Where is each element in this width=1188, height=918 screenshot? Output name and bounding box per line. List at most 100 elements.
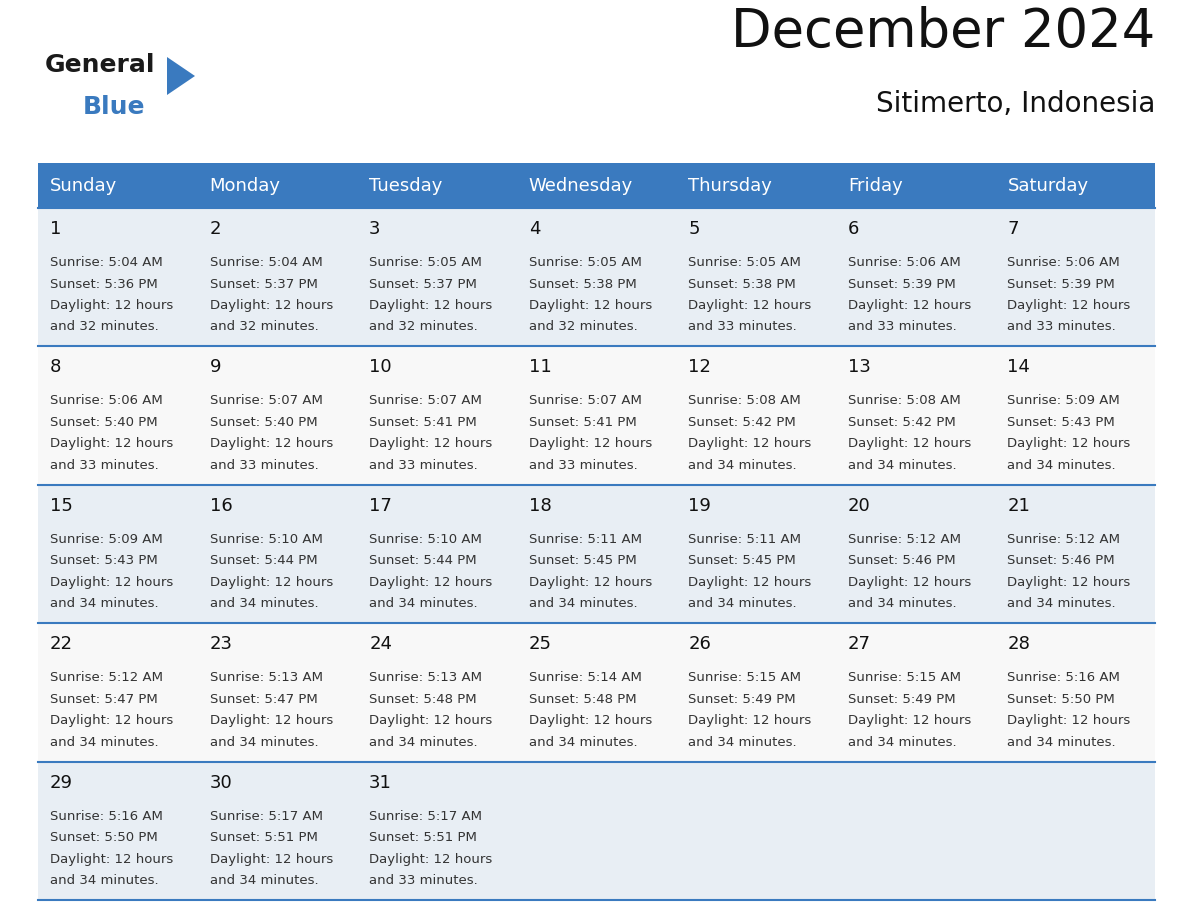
Text: 23: 23 <box>209 635 233 654</box>
Text: 10: 10 <box>369 358 392 376</box>
Text: Sunset: 5:36 PM: Sunset: 5:36 PM <box>50 277 158 290</box>
Text: and 34 minutes.: and 34 minutes. <box>369 598 478 610</box>
Text: Daylight: 12 hours: Daylight: 12 hours <box>209 714 333 727</box>
Text: 16: 16 <box>209 497 233 515</box>
Text: 27: 27 <box>848 635 871 654</box>
Text: Daylight: 12 hours: Daylight: 12 hours <box>50 299 173 312</box>
Text: 26: 26 <box>688 635 712 654</box>
Text: Sunrise: 5:14 AM: Sunrise: 5:14 AM <box>529 671 642 684</box>
Text: and 34 minutes.: and 34 minutes. <box>50 598 159 610</box>
Text: Sunset: 5:41 PM: Sunset: 5:41 PM <box>529 416 637 429</box>
Text: Sunrise: 5:06 AM: Sunrise: 5:06 AM <box>50 395 163 408</box>
Text: Sunset: 5:43 PM: Sunset: 5:43 PM <box>1007 416 1116 429</box>
Polygon shape <box>168 57 195 95</box>
Text: 5: 5 <box>688 220 700 238</box>
Text: 28: 28 <box>1007 635 1030 654</box>
Text: 22: 22 <box>50 635 72 654</box>
Text: 20: 20 <box>848 497 871 515</box>
Text: Daylight: 12 hours: Daylight: 12 hours <box>688 437 811 451</box>
Text: Sunrise: 5:09 AM: Sunrise: 5:09 AM <box>50 532 163 546</box>
Text: and 34 minutes.: and 34 minutes. <box>1007 735 1116 749</box>
Text: Daylight: 12 hours: Daylight: 12 hours <box>50 576 173 588</box>
Text: 13: 13 <box>848 358 871 376</box>
Text: Sunrise: 5:06 AM: Sunrise: 5:06 AM <box>848 256 961 269</box>
Text: December 2024: December 2024 <box>731 6 1155 58</box>
Text: Blue: Blue <box>83 95 145 119</box>
Text: Monday: Monday <box>209 176 280 195</box>
Text: Sunset: 5:50 PM: Sunset: 5:50 PM <box>1007 693 1116 706</box>
Text: 1: 1 <box>50 220 62 238</box>
Text: and 33 minutes.: and 33 minutes. <box>529 459 638 472</box>
Text: Daylight: 12 hours: Daylight: 12 hours <box>848 576 971 588</box>
Text: Sunset: 5:51 PM: Sunset: 5:51 PM <box>209 831 317 844</box>
Text: Daylight: 12 hours: Daylight: 12 hours <box>369 299 492 312</box>
Text: Sunrise: 5:07 AM: Sunrise: 5:07 AM <box>369 395 482 408</box>
Text: Daylight: 12 hours: Daylight: 12 hours <box>369 853 492 866</box>
Text: 3: 3 <box>369 220 380 238</box>
Text: Sunset: 5:49 PM: Sunset: 5:49 PM <box>688 693 796 706</box>
Text: and 34 minutes.: and 34 minutes. <box>1007 598 1116 610</box>
Text: Sunrise: 5:12 AM: Sunrise: 5:12 AM <box>50 671 163 684</box>
Text: Sunrise: 5:04 AM: Sunrise: 5:04 AM <box>50 256 163 269</box>
Text: 30: 30 <box>209 774 233 791</box>
Bar <box>38 346 1155 485</box>
Text: Sunset: 5:42 PM: Sunset: 5:42 PM <box>688 416 796 429</box>
Text: and 34 minutes.: and 34 minutes. <box>848 598 956 610</box>
Text: Daylight: 12 hours: Daylight: 12 hours <box>50 437 173 451</box>
Bar <box>197 163 358 208</box>
Text: 31: 31 <box>369 774 392 791</box>
Text: Sunrise: 5:13 AM: Sunrise: 5:13 AM <box>209 671 323 684</box>
Text: Sunset: 5:48 PM: Sunset: 5:48 PM <box>369 693 476 706</box>
Text: Sunrise: 5:16 AM: Sunrise: 5:16 AM <box>50 810 163 823</box>
Text: and 33 minutes.: and 33 minutes. <box>369 459 478 472</box>
Text: and 34 minutes.: and 34 minutes. <box>369 735 478 749</box>
Bar <box>836 163 996 208</box>
Text: Daylight: 12 hours: Daylight: 12 hours <box>369 576 492 588</box>
Bar <box>517 163 676 208</box>
Text: Daylight: 12 hours: Daylight: 12 hours <box>369 714 492 727</box>
Text: and 34 minutes.: and 34 minutes. <box>50 874 159 887</box>
Text: 8: 8 <box>50 358 62 376</box>
Text: Wednesday: Wednesday <box>529 176 633 195</box>
Text: Sunday: Sunday <box>50 176 118 195</box>
Text: Daylight: 12 hours: Daylight: 12 hours <box>688 714 811 727</box>
Text: Sitimerto, Indonesia: Sitimerto, Indonesia <box>876 90 1155 118</box>
Text: Sunset: 5:47 PM: Sunset: 5:47 PM <box>50 693 158 706</box>
Text: Sunset: 5:46 PM: Sunset: 5:46 PM <box>1007 554 1116 567</box>
Text: Sunset: 5:49 PM: Sunset: 5:49 PM <box>848 693 955 706</box>
Text: Sunset: 5:45 PM: Sunset: 5:45 PM <box>688 554 796 567</box>
Text: Daylight: 12 hours: Daylight: 12 hours <box>1007 437 1131 451</box>
Text: Daylight: 12 hours: Daylight: 12 hours <box>209 853 333 866</box>
Bar <box>676 163 836 208</box>
Text: Sunrise: 5:12 AM: Sunrise: 5:12 AM <box>1007 532 1120 546</box>
Bar <box>358 163 517 208</box>
Text: Friday: Friday <box>848 176 903 195</box>
Text: Sunrise: 5:05 AM: Sunrise: 5:05 AM <box>369 256 482 269</box>
Text: Daylight: 12 hours: Daylight: 12 hours <box>848 437 971 451</box>
Text: Sunset: 5:42 PM: Sunset: 5:42 PM <box>848 416 955 429</box>
Text: Sunrise: 5:04 AM: Sunrise: 5:04 AM <box>209 256 322 269</box>
Text: Sunrise: 5:16 AM: Sunrise: 5:16 AM <box>1007 671 1120 684</box>
Text: Sunrise: 5:07 AM: Sunrise: 5:07 AM <box>209 395 322 408</box>
Text: Sunrise: 5:11 AM: Sunrise: 5:11 AM <box>529 532 642 546</box>
Text: Daylight: 12 hours: Daylight: 12 hours <box>209 299 333 312</box>
Bar <box>38 623 1155 762</box>
Text: and 34 minutes.: and 34 minutes. <box>529 735 637 749</box>
Text: Daylight: 12 hours: Daylight: 12 hours <box>529 576 652 588</box>
Text: Daylight: 12 hours: Daylight: 12 hours <box>529 437 652 451</box>
Text: 4: 4 <box>529 220 541 238</box>
Text: Daylight: 12 hours: Daylight: 12 hours <box>529 299 652 312</box>
Bar <box>38 208 1155 346</box>
Text: and 34 minutes.: and 34 minutes. <box>209 735 318 749</box>
Text: and 34 minutes.: and 34 minutes. <box>209 874 318 887</box>
Text: Sunrise: 5:10 AM: Sunrise: 5:10 AM <box>369 532 482 546</box>
Text: Sunrise: 5:06 AM: Sunrise: 5:06 AM <box>1007 256 1120 269</box>
Text: 29: 29 <box>50 774 72 791</box>
Text: and 33 minutes.: and 33 minutes. <box>50 459 159 472</box>
Text: and 34 minutes.: and 34 minutes. <box>1007 459 1116 472</box>
Text: Sunrise: 5:05 AM: Sunrise: 5:05 AM <box>688 256 801 269</box>
Text: and 34 minutes.: and 34 minutes. <box>688 459 797 472</box>
Text: Sunrise: 5:09 AM: Sunrise: 5:09 AM <box>1007 395 1120 408</box>
Text: Sunrise: 5:07 AM: Sunrise: 5:07 AM <box>529 395 642 408</box>
Text: 9: 9 <box>209 358 221 376</box>
